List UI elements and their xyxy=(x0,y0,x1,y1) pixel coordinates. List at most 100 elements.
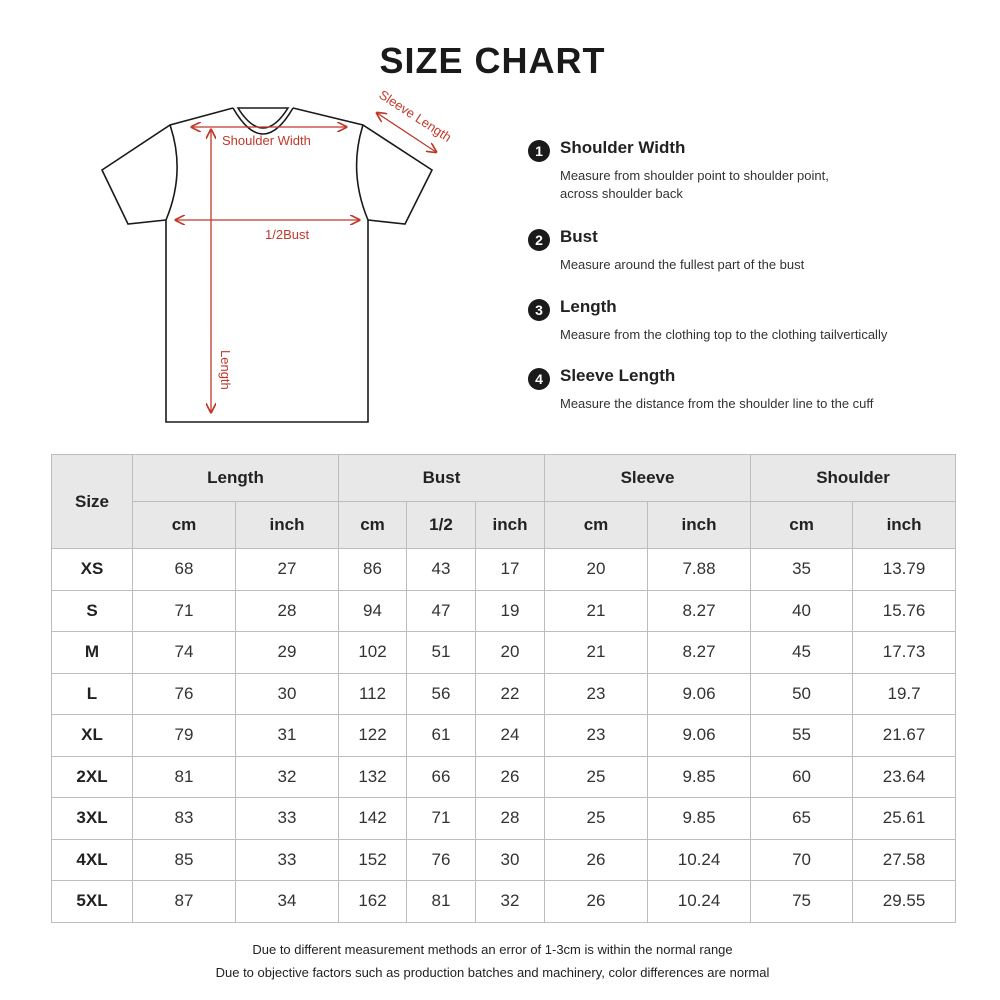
value-cell: 10.24 xyxy=(647,838,752,881)
size-cell: S xyxy=(51,589,133,632)
value-cell: 35 xyxy=(750,548,854,591)
tshirt-diagram: Shoulder Width 1/2Bust Length Sleeve Len… xyxy=(100,87,454,423)
value-cell: 112 xyxy=(338,672,407,715)
bust-label: 1/2Bust xyxy=(265,227,309,242)
value-cell: 26 xyxy=(474,755,546,798)
value-cell: 142 xyxy=(338,797,407,840)
value-cell: 25 xyxy=(544,755,649,798)
value-cell: 83 xyxy=(132,797,236,840)
value-cell: 86 xyxy=(338,548,407,591)
table-row: XL 79 31 122 61 24 23 9.06 55 21.67 xyxy=(51,714,957,757)
value-cell: 74 xyxy=(132,631,236,674)
value-cell: 29.55 xyxy=(852,880,957,923)
value-cell: 162 xyxy=(338,880,407,923)
size-cell: 3XL xyxy=(51,797,133,840)
group-header: Length xyxy=(132,454,339,502)
note: Due to different measurement methods an … xyxy=(252,942,733,957)
value-cell: 23.64 xyxy=(852,755,957,798)
page-title: SIZE CHART xyxy=(379,40,606,81)
value-cell: 33 xyxy=(235,838,339,881)
note: Due to objective factors such as product… xyxy=(215,965,770,980)
sleeve-label: Sleeve Length xyxy=(376,87,454,145)
unit-header: inch xyxy=(474,501,546,549)
group-header: Shoulder xyxy=(750,454,957,502)
value-cell: 22 xyxy=(474,672,546,715)
value-cell: 8.27 xyxy=(647,631,752,674)
value-cell: 24 xyxy=(474,714,546,757)
value-cell: 33 xyxy=(235,797,339,840)
value-cell: 30 xyxy=(235,672,339,715)
value-cell: 66 xyxy=(406,755,476,798)
size-cell: 2XL xyxy=(51,755,133,798)
value-cell: 19 xyxy=(474,589,546,632)
group-header: Sleeve xyxy=(544,454,752,502)
number-badge: 2 xyxy=(528,229,550,251)
legend-desc: Measure from shoulder point to shoulder … xyxy=(560,168,829,201)
size-cell: L xyxy=(51,672,133,715)
value-cell: 31 xyxy=(235,714,339,757)
value-cell: 55 xyxy=(750,714,854,757)
value-cell: 50 xyxy=(750,672,854,715)
value-cell: 20 xyxy=(474,631,546,674)
unit-header: cm xyxy=(544,501,649,549)
value-cell: 75 xyxy=(750,880,854,923)
value-cell: 25 xyxy=(544,797,649,840)
unit-header: cm xyxy=(750,501,854,549)
value-cell: 32 xyxy=(474,880,546,923)
size-cell: 5XL xyxy=(51,880,133,923)
group-header: Bust xyxy=(337,454,546,502)
table-row: S 71 28 94 47 19 21 8.27 40 15.76 xyxy=(51,589,957,632)
unit-header: 1/2 xyxy=(406,501,476,549)
value-cell: 76 xyxy=(406,838,476,881)
shoulder-label: Shoulder Width xyxy=(222,133,311,148)
value-cell: 13.79 xyxy=(852,548,957,591)
value-cell: 21 xyxy=(544,589,649,632)
table-row: L 76 30 112 56 22 23 9.06 50 19.7 xyxy=(51,672,957,715)
unit-header: cm xyxy=(132,501,236,549)
value-cell: 26 xyxy=(544,880,649,923)
value-cell: 21 xyxy=(544,631,649,674)
value-cell: 27.58 xyxy=(852,838,957,881)
value-cell: 152 xyxy=(338,838,407,881)
value-cell: 61 xyxy=(406,714,476,757)
length-label: Length xyxy=(218,350,233,390)
size-cell: 4XL xyxy=(51,838,133,881)
value-cell: 79 xyxy=(132,714,236,757)
table-row: 4XL 85 33 152 76 30 26 10.24 70 27.58 xyxy=(51,838,957,881)
value-cell: 34 xyxy=(235,880,339,923)
number-badge: 3 xyxy=(528,299,550,321)
value-cell: 9.06 xyxy=(647,672,752,715)
value-cell: 51 xyxy=(406,631,476,674)
value-cell: 71 xyxy=(406,797,476,840)
size-table: Size Length Bust Sleeve Shoulder cm inch c… xyxy=(51,454,957,923)
number-badge: 4 xyxy=(528,368,550,390)
number-badge: 1 xyxy=(528,140,550,162)
unit-header: inch xyxy=(852,501,957,549)
value-cell: 21.67 xyxy=(852,714,957,757)
value-cell: 17.73 xyxy=(852,631,957,674)
value-cell: 15.76 xyxy=(852,589,957,632)
value-cell: 47 xyxy=(406,589,476,632)
value-cell: 56 xyxy=(406,672,476,715)
table-row: XS 68 27 86 43 17 20 7.88 35 13.79 xyxy=(51,548,957,591)
unit-header: inch xyxy=(235,501,339,549)
legend-title: Length xyxy=(560,297,617,316)
value-cell: 19.7 xyxy=(852,672,957,715)
value-cell: 8.27 xyxy=(647,589,752,632)
value-cell: 26 xyxy=(544,838,649,881)
value-cell: 30 xyxy=(474,838,546,881)
value-cell: 45 xyxy=(750,631,854,674)
legend-desc: Measure around the fullest part of the b… xyxy=(560,257,805,272)
value-cell: 102 xyxy=(338,631,407,674)
value-cell: 10.24 xyxy=(647,880,752,923)
value-cell: 94 xyxy=(338,589,407,632)
size-header: Size xyxy=(51,454,133,549)
value-cell: 9.85 xyxy=(647,755,752,798)
value-cell: 70 xyxy=(750,838,854,881)
unit-header: inch xyxy=(647,501,752,549)
value-cell: 65 xyxy=(750,797,854,840)
table-row: 3XL 83 33 142 71 28 25 9.85 65 25.61 xyxy=(51,797,957,840)
value-cell: 81 xyxy=(132,755,236,798)
legend-title: Sleeve Length xyxy=(560,366,676,385)
value-cell: 9.85 xyxy=(647,797,752,840)
